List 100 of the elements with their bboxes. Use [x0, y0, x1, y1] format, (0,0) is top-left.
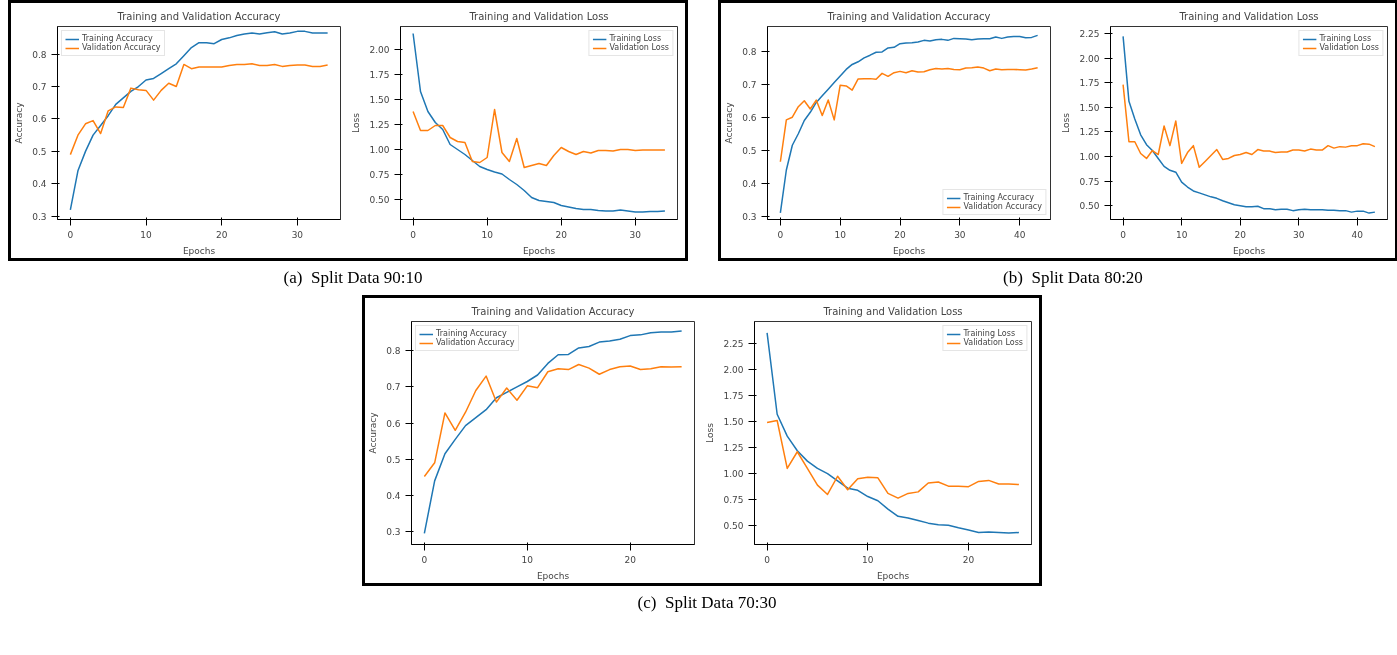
x-tick-label: 30 — [954, 229, 966, 240]
y-tick-label: 0.75 — [723, 495, 744, 506]
legend-label: Validation Accuracy — [963, 202, 1042, 211]
line-series — [423, 363, 683, 478]
y-tick-label: 0.7 — [32, 82, 47, 93]
y-tick-label: 0.7 — [386, 382, 401, 393]
line-series — [69, 30, 329, 211]
text: (b) Split Data 80:20 — [1003, 267, 1143, 289]
y-tick-label: 0.5 — [742, 145, 757, 156]
y-tick-label: 2.00 — [1079, 53, 1100, 64]
x-tick-label: 30 — [1293, 229, 1305, 240]
x-tick-label: 0 — [67, 229, 74, 240]
y-tick-label: 1.75 — [369, 70, 390, 80]
x-tick-label: 0 — [777, 229, 784, 240]
line-series — [69, 63, 329, 156]
x-tick-label: 40 — [1013, 229, 1026, 240]
y-tick-label: 0.5 — [32, 146, 47, 157]
y-tick-label: 1.25 — [723, 443, 744, 454]
legend-label: Training Accuracy — [82, 34, 153, 43]
chart-title: Training and Validation Accuracy — [470, 305, 635, 317]
y-tick-label: 1.25 — [1079, 127, 1100, 138]
legend-label: Validation Loss — [1319, 43, 1379, 52]
y-tick-label: 0.6 — [32, 114, 47, 125]
y-axis-title: Accuracy — [14, 101, 25, 144]
y-tick-label: 0.8 — [32, 49, 47, 60]
line-series — [423, 330, 683, 535]
x-axis-title: Epochs — [892, 245, 926, 256]
x-tick-label: 20 — [962, 554, 975, 565]
x-tick-label: 20 — [894, 229, 907, 240]
x-axis-title: Epochs — [182, 245, 216, 256]
y-tick-label: 1.50 — [723, 417, 744, 428]
y-tick-label: 2.25 — [1079, 28, 1100, 39]
y-tick-label: 0.3 — [742, 211, 757, 222]
legend-label: Validation Loss — [609, 43, 669, 52]
chart-title: Training and Validation Loss — [468, 10, 609, 22]
legend-label: Validation Accuracy — [82, 43, 161, 52]
y-tick-label: 2.00 — [369, 45, 390, 55]
x-axis-title: Epochs — [536, 570, 570, 581]
chart-title: Training and Validation Accuracy — [826, 10, 991, 22]
legend-label: Training Loss — [963, 329, 1016, 338]
y-axis-title: Loss — [1061, 112, 1072, 133]
x-tick-label: 10 — [1175, 229, 1188, 240]
y-tick-label: 1.00 — [1079, 151, 1100, 162]
y-axis-title: Loss — [705, 422, 716, 443]
x-tick-label: 0 — [764, 554, 771, 565]
y-tick-label: 1.50 — [369, 95, 390, 105]
x-tick-label: 10 — [862, 554, 874, 565]
x-tick-label: 10 — [481, 229, 494, 240]
y-tick-label: 1.75 — [723, 390, 744, 401]
y-tick-label: 0.7 — [742, 79, 757, 90]
legend-label: Validation Accuracy — [436, 338, 515, 347]
y-tick-label: 1.00 — [369, 145, 390, 155]
chart-title: Training and Validation Loss — [822, 305, 963, 317]
x-tick-label: 10 — [521, 554, 534, 565]
y-tick-label: 0.75 — [1079, 176, 1100, 187]
y-tick-label: 0.5 — [386, 454, 401, 465]
y-tick-label: 2.25 — [723, 338, 744, 349]
legend-label: Validation Loss — [963, 338, 1023, 347]
y-tick-label: 0.75 — [369, 170, 390, 180]
x-axis-title: Epochs — [1232, 245, 1266, 256]
line-series — [1122, 83, 1376, 169]
y-tick-label: 2.00 — [723, 364, 744, 375]
y-tick-label: 1.75 — [1079, 78, 1100, 89]
chart-title: Training and Validation Accuracy — [116, 10, 281, 22]
legend-label: Training Accuracy — [963, 193, 1035, 202]
x-tick-label: 10 — [140, 229, 153, 240]
text: (c) Split Data 70:30 — [637, 592, 777, 614]
y-tick-label: 0.50 — [1079, 201, 1100, 212]
y-tick-label: 0.50 — [369, 195, 390, 205]
legend-label: Training Loss — [609, 34, 662, 43]
x-tick-label: 30 — [629, 229, 642, 240]
x-tick-label: 20 — [624, 554, 637, 565]
legend-label: Training Accuracy — [436, 329, 507, 338]
x-axis-title: Epochs — [876, 570, 910, 581]
y-axis-title: Accuracy — [368, 411, 379, 454]
y-axis-title: Accuracy — [724, 101, 735, 144]
x-tick-label: 0 — [1120, 229, 1127, 240]
legend-label: Training Loss — [1319, 34, 1372, 43]
y-tick-label: 0.3 — [32, 211, 47, 222]
line-series — [766, 419, 1020, 499]
x-tick-label: 10 — [834, 229, 847, 240]
x-tick-label: 0 — [410, 229, 417, 240]
y-tick-label: 1.50 — [1079, 102, 1100, 113]
y-tick-label: 0.4 — [32, 179, 47, 190]
line-series — [412, 108, 666, 169]
y-tick-label: 0.8 — [742, 46, 757, 57]
x-tick-label: 20 — [215, 229, 228, 240]
line-series — [779, 66, 1039, 163]
chart-title: Training and Validation Loss — [1178, 10, 1319, 22]
y-tick-label: 0.4 — [742, 178, 757, 189]
x-tick-label: 30 — [291, 229, 304, 240]
y-tick-label: 0.3 — [386, 526, 401, 537]
x-tick-label: 20 — [555, 229, 568, 240]
x-tick-label: 20 — [1234, 229, 1247, 240]
y-tick-label: 1.25 — [369, 120, 390, 130]
y-axis-title: Loss — [351, 112, 362, 133]
y-tick-label: 1.00 — [723, 469, 744, 480]
y-tick-label: 0.8 — [386, 346, 401, 357]
y-tick-label: 0.50 — [723, 521, 744, 532]
y-tick-label: 0.6 — [742, 112, 757, 123]
